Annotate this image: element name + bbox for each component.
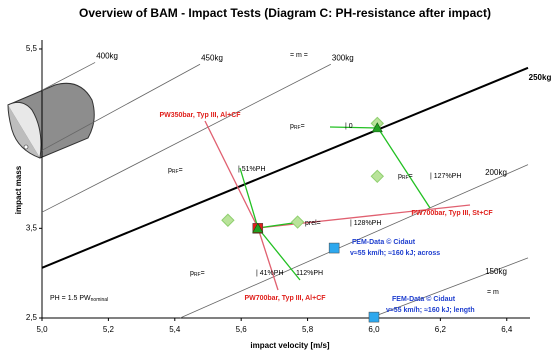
chart-title: Overview of BAM - Impact Tests (Diagram … [79,6,491,20]
background [0,0,557,356]
annotation: | 127%PH [430,173,461,180]
annotation-text: | 41%PH [256,270,284,277]
annotation: = m [487,289,499,296]
annotation-subscript: nominal [91,297,109,303]
annotation: | 51%PH [238,166,266,173]
annotation-text: | 51%PH [238,166,266,173]
annotation: prel= [305,220,321,227]
x-tick-label: 5,0 [36,325,48,334]
energy-line-label: 300kg [332,53,354,62]
annotation-subscript: RF [402,175,409,181]
annotation-text: PW700bar, Typ III, Al+CF [244,295,326,302]
annotation-text: | 0 [345,123,353,130]
annotation-subscript: RF [172,169,179,175]
annotation: PW700bar, Typ III, Al+CF [244,295,326,302]
annotation-text: 112%PH [296,270,323,277]
x-tick-label: 5,8 [302,325,314,334]
square-marker [369,312,379,322]
annotation-text: | 128%PH [350,220,381,227]
energy-line-label: 250kg [529,73,552,82]
annotation-text: PW350bar, Typ III, Al+CF [159,112,241,119]
x-tick-label: 6,0 [368,325,380,334]
y-tick-label: 3,5 [26,223,38,232]
annotation-subscript: RF [194,272,201,278]
square-marker [329,243,339,253]
annotation: v≈55 km/h; ≈160 kJ; length [386,307,475,314]
y-tick-label: 5,5 [26,44,38,53]
annotation: FEM-Data © Cidaut [352,238,416,246]
energy-line-label: 150kg [485,267,507,276]
annotation-text: PH = 1.5 PW [50,295,91,302]
annotation-text: FEM-Data © Cidaut [392,295,456,303]
energy-line-label: 400kg [96,52,118,61]
annotation: 112%PH [296,270,323,277]
annotation-suffix: = [201,270,205,277]
x-tick-label: 6,2 [435,325,447,334]
annotation-suffix: = [179,167,183,174]
annotation-text: = m [487,289,499,296]
chart: Overview of BAM - Impact Tests (Diagram … [0,0,557,356]
annotation-suffix: = [301,123,305,130]
annotation: = m = [290,52,308,59]
x-tick-label: 5,2 [103,325,115,334]
annotation-text: = m = [290,52,308,59]
annotation-text: v≈55 km/h; ≈160 kJ; across [350,250,440,257]
x-tick-label: 5,4 [169,325,181,334]
annotation: FEM-Data © Cidaut [392,295,456,303]
y-axis-label: impact mass [14,165,23,214]
annotation-text: FEM-Data © Cidaut [352,238,416,246]
annotation: v≈55 km/h; ≈160 kJ; across [350,250,440,257]
annotation-text: v≈55 km/h; ≈160 kJ; length [386,307,475,314]
x-axis-label: impact velocity [m/s] [250,341,329,350]
annotation-subscript: RF [294,125,301,131]
energy-line-label: 200kg [485,168,507,177]
y-tick-label: 2,5 [26,313,38,322]
annotation-text: prel= [305,220,321,227]
energy-line-label: 450kg [201,53,223,62]
x-tick-label: 6,4 [501,325,513,334]
annotation-text: | 127%PH [430,173,461,180]
annotation: | 0 [345,123,353,130]
annotation: | 128%PH [350,220,381,227]
x-tick-label: 5,6 [236,325,248,334]
annotation-suffix: = [409,173,413,180]
annotation: PW700bar, Typ III, St+CF [411,210,493,217]
annotation-text: PW700bar, Typ III, St+CF [411,210,493,217]
annotation: PW350bar, Typ III, Al+CF [159,112,241,119]
annotation: | 41%PH [256,270,284,277]
